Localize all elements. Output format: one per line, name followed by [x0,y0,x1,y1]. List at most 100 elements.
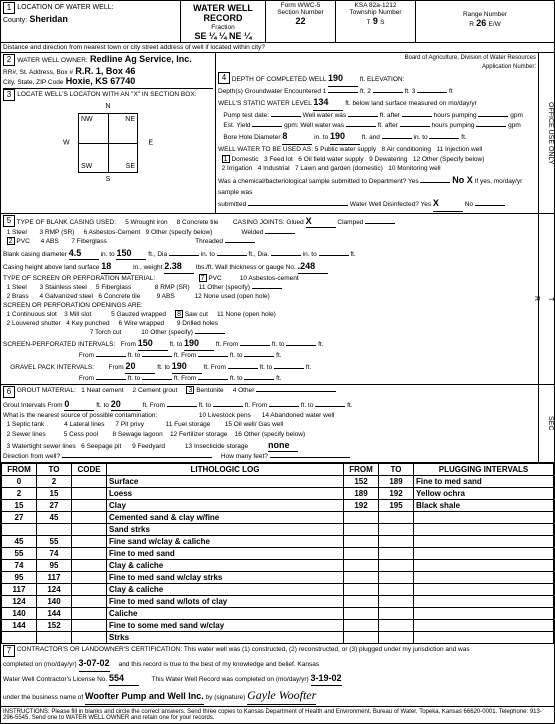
county-lbl: County: [3,17,27,24]
table-row: 144152Fine to some med sand w/clay [2,620,554,632]
table-cell: 152 [37,620,72,632]
p16: 16 Other (specify below) [235,431,305,438]
u11: 11 Injection well [436,146,482,153]
u8: 8 Air conditioning [382,146,432,153]
table-row: 5574Fine to med sand [2,548,554,560]
table-cell [414,620,554,632]
table-cell: Fine to med sand w/clay strks [107,572,344,584]
p11: 11 Fuel storage [166,421,211,428]
bcd-ft: ft., Dia [148,251,167,258]
table-row: 140144Caliche [2,608,554,620]
p7: 7 Pit privy [115,421,144,428]
h-code: CODE [72,464,107,476]
table-cell: Fine to med sand [414,476,554,488]
form-container: 1 LOCATION OF WATER WELL: County: Sherid… [0,0,555,724]
s3-title: LOCATE WELL'S LOCATON WITH AN "X" IN SEC… [17,91,196,98]
rng-val: 26 [476,18,486,28]
table-cell [414,560,554,572]
table-cell: 45 [37,512,72,524]
g1: 1 Neat cement [81,387,123,394]
after: ft. after [380,112,400,119]
s6-title: GROUT MATERIAL: [17,387,76,394]
scr-title: TYPE OF SCREEN OR PERFORATION MATERIAL: [3,275,155,282]
ww: Well water was [303,112,347,119]
table-cell: 117 [37,572,72,584]
table-cell [414,596,554,608]
table-cell: Strks [107,632,344,644]
table-cell: 95 [2,572,37,584]
depth: 190 [328,72,358,87]
table-cell [344,572,379,584]
g3-chk[interactable]: 3 [186,386,194,394]
table-cell: Clay & caliche [107,560,344,572]
p5: 5 Cess pool [64,431,98,438]
twp-lbl: Township Number [338,9,413,16]
no: No X [452,175,473,185]
d1: 3-07-02 [79,657,110,672]
table-cell [414,536,554,548]
s2-title: WATER WELL OWNER: [17,57,88,64]
sc11: 11 Other (specify) [199,284,250,291]
g4: 4 Other [233,387,255,394]
g2: 2 Cement grout [133,387,178,394]
table-cell [379,560,414,572]
u6: 6 Oil field water supply [298,156,363,163]
biz-v: Woofter Pump and Well Inc. [85,690,204,705]
dist-text: Distance and direction from nearest town… [1,43,554,52]
u1-chk[interactable]: 1 [222,155,230,163]
h-lith: LITHOLOGIC LOG [107,464,344,476]
log-header: FROM TO CODE LITHOLOGIC LOG FROM TO PLUG… [2,464,554,476]
s4-title: DEPTH OF COMPLETED WELL [232,76,326,83]
s2: 2 WATER WELL OWNER: Redline Ag Service, … [3,54,213,89]
s5-row: 5 TYPE OF BLANK CASING USED: 5 Wrought i… [1,214,554,385]
p4: 4 Lateral lines [64,421,104,428]
lic-lbl: Water Well Contractor's License No. [3,676,107,683]
c6: 6 Asbestos-Cement [83,229,140,236]
rng-dir: E/W [488,21,500,28]
table-cell [344,536,379,548]
table-cell [2,632,37,644]
spi-f: From [121,341,136,348]
table-cell [72,584,107,596]
table-row: 95117 Fine to med sand w/clay strks [2,572,554,584]
c2-chk[interactable]: 2 [7,237,15,245]
table-cell [414,548,554,560]
c9: 9 Other (specify below) [146,229,213,236]
gpm: gpm [510,112,523,119]
opn-title: SCREEN OR PERFORATION OPENINGS ARE: [3,302,143,309]
p12: 12 Fertilizer storage [170,431,227,438]
sec3-num: 3 [3,89,15,101]
table-cell: 189 [379,476,414,488]
table-cell: 74 [37,548,72,560]
left-234: 2 WATER WELL OWNER: Redline Ag Service, … [1,53,216,213]
swl-u: ft. below land surface measured on mo/da… [345,100,477,107]
sec6-num: 6 [3,386,15,398]
s7-chk[interactable]: 7 [199,274,207,282]
p13: 13 Insecticide storage [185,443,248,450]
table-cell: 95 [37,560,72,572]
table-cell: 192 [379,488,414,500]
table-cell: 27 [37,500,72,512]
table-cell: 15 [37,488,72,500]
chl-u: lbs./ft. Wall thickness or gauge No. [196,264,296,271]
h-to: TO [37,464,72,476]
o4: 4 Key punched [66,320,109,327]
table-row: 7495Clay & caliche [2,560,554,572]
log-table: FROM TO CODE LITHOLOGIC LOG FROM TO PLUG… [1,463,554,644]
table-cell [379,524,414,536]
use-lbl: WELL WATER TO BE USED AS: [218,146,313,153]
sec5-num: 5 [3,215,15,227]
rng-lbl: Range Number [418,11,552,18]
s5-title: TYPE OF BLANK CASING USED: [17,219,116,226]
table-cell: 2 [37,476,72,488]
table-cell [379,536,414,548]
table-cell: Caliche [107,608,344,620]
s6: 6 GROUT MATERIAL: 1 Neat cement 2 Cement… [1,385,539,463]
app-lbl: Application Number: [482,64,536,70]
hrs2: hours pumping [431,122,474,129]
table-cell [72,488,107,500]
table-cell: 27 [2,512,37,524]
o8-chk[interactable]: 8 [175,310,183,318]
table-cell [344,608,379,620]
p14: 14 Abandoned water well [262,412,335,419]
